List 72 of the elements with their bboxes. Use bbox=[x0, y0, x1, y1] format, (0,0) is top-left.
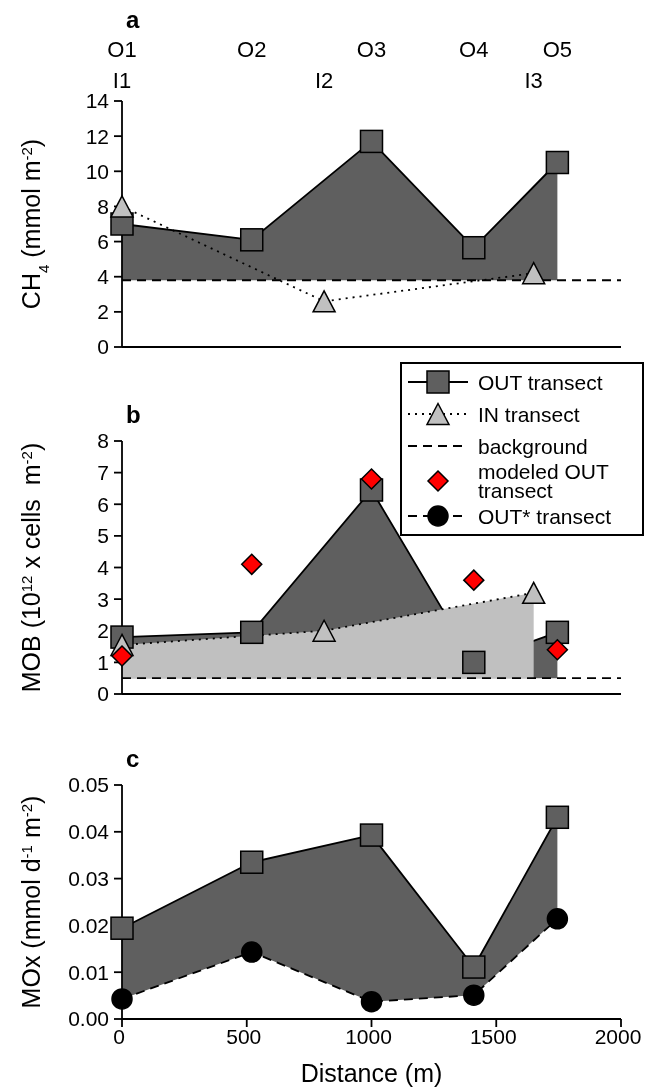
point bbox=[360, 990, 383, 1013]
y-tick-label: 2 bbox=[97, 619, 109, 643]
y-tick-label: 1 bbox=[97, 650, 109, 674]
y-tick-label: 10 bbox=[85, 159, 109, 183]
y-tick-label: 3 bbox=[97, 587, 109, 611]
chart-title: a bbox=[126, 6, 140, 33]
point bbox=[111, 988, 133, 1010]
text: I2 bbox=[314, 68, 334, 93]
point bbox=[312, 619, 336, 642]
point bbox=[545, 620, 570, 645]
y-tick-label: 0.04 bbox=[68, 820, 110, 844]
y-tick-label: 0 bbox=[97, 335, 109, 359]
point bbox=[463, 984, 485, 1006]
text: I3 bbox=[524, 68, 543, 93]
text: O1 bbox=[107, 37, 137, 62]
point bbox=[110, 916, 134, 940]
point bbox=[462, 235, 486, 260]
legend-label: background bbox=[478, 434, 588, 458]
y-tick-label: 4 bbox=[97, 265, 110, 289]
point bbox=[462, 955, 486, 979]
y-tick-label: 14 bbox=[85, 89, 110, 113]
point bbox=[463, 569, 485, 591]
point bbox=[545, 805, 570, 830]
y-tick-label: 8 bbox=[97, 429, 109, 453]
x-tick-label: 1000 bbox=[345, 1024, 392, 1048]
y-tick-label: 12 bbox=[85, 124, 109, 148]
chart-title: c bbox=[126, 745, 140, 772]
chart-title: b bbox=[126, 401, 141, 428]
y-tick-label: 0.00 bbox=[68, 1007, 109, 1031]
text: O2 bbox=[237, 37, 267, 62]
point bbox=[312, 290, 336, 313]
y-tick-label: 5 bbox=[97, 524, 109, 548]
text: O4 bbox=[459, 37, 489, 62]
point bbox=[546, 638, 569, 661]
y-tick-label: 2 bbox=[97, 300, 109, 324]
y-tick-label: 4 bbox=[97, 555, 110, 579]
x-tick-label: 500 bbox=[226, 1024, 262, 1048]
text: O5 bbox=[542, 37, 573, 62]
y-tick-label: 0.01 bbox=[68, 960, 109, 984]
point bbox=[239, 850, 264, 874]
y-tick-label: 0.02 bbox=[68, 913, 109, 937]
point bbox=[359, 823, 384, 847]
point bbox=[240, 941, 263, 963]
legend-label: IN transect bbox=[478, 402, 580, 426]
y-tick-label: 0.05 bbox=[68, 773, 109, 797]
y-tick-label: 0 bbox=[97, 682, 109, 706]
point bbox=[521, 261, 546, 285]
x-tick-label: 2000 bbox=[594, 1024, 642, 1048]
point bbox=[360, 468, 383, 490]
y-tick-label: 6 bbox=[97, 492, 109, 516]
point bbox=[239, 620, 264, 645]
y-tick-label: 8 bbox=[97, 194, 109, 218]
point bbox=[546, 908, 569, 930]
point bbox=[462, 650, 486, 675]
point bbox=[239, 228, 264, 252]
text: O3 bbox=[356, 37, 387, 62]
legend-label: modeled OUT transect bbox=[478, 460, 610, 502]
y-tick-label: 6 bbox=[97, 230, 109, 254]
text: OUT* transect bbox=[478, 504, 612, 528]
point bbox=[240, 553, 263, 576]
x-axis-title: Distance (m) bbox=[300, 1059, 443, 1087]
legend-label: OUT transect bbox=[478, 370, 603, 394]
y-tick-label: 0.03 bbox=[68, 867, 109, 891]
text: I1 bbox=[112, 68, 132, 93]
y-tick-label: 7 bbox=[97, 461, 109, 485]
point bbox=[359, 129, 384, 154]
point bbox=[545, 150, 570, 175]
x-tick-label: 1500 bbox=[469, 1024, 517, 1048]
x-tick-label: 0 bbox=[113, 1024, 125, 1048]
point bbox=[521, 581, 546, 605]
point bbox=[111, 645, 133, 667]
point bbox=[110, 195, 134, 218]
